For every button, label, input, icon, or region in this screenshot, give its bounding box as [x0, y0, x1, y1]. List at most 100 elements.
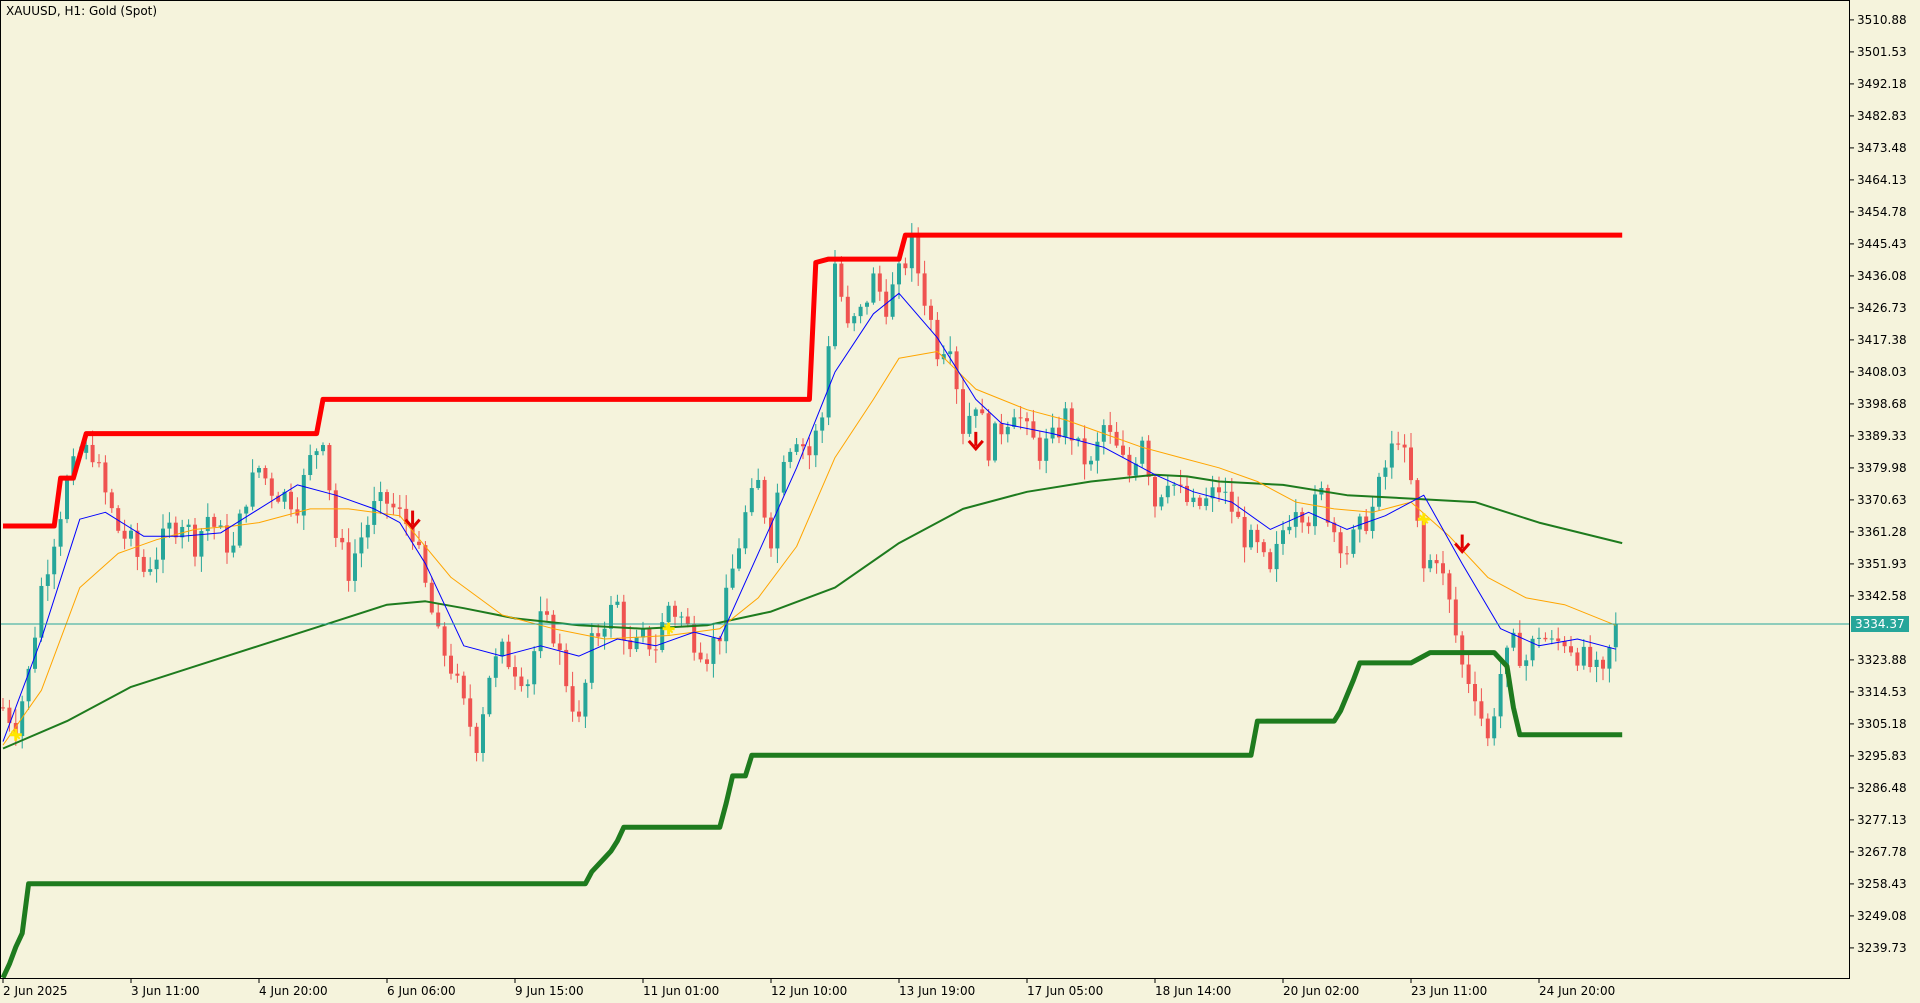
candle-body: [871, 273, 876, 303]
candle-body: [449, 655, 453, 674]
candle-body: [1492, 716, 1497, 739]
y-tick-label: 3277.13: [1857, 813, 1907, 827]
candle-body: [1460, 635, 1465, 665]
candle-body: [1370, 506, 1375, 531]
y-tick-label: 3379.98: [1857, 461, 1907, 475]
candle-body: [45, 574, 50, 586]
price-axis[interactable]: 3510.88 3501.53 3492.18 3482.83 3473.48 3464.…: [1849, 13, 1909, 955]
candle-body: [1204, 498, 1209, 506]
candle-body: [999, 423, 1004, 435]
candle-body: [1588, 646, 1593, 668]
candle-body: [583, 682, 588, 717]
time-axis[interactable]: 2 Jun 2025 3 Jun 11:00 4 Jun 20:00 6 Jun 06…: [2, 978, 1615, 998]
candle-body: [1607, 647, 1612, 669]
candle-body: [282, 491, 287, 502]
candle-body: [417, 541, 421, 546]
candle-body: [628, 640, 633, 650]
candle-body: [129, 530, 133, 539]
candle-body: [122, 530, 127, 539]
candle-body: [180, 526, 185, 538]
candle-body: [1191, 497, 1196, 503]
candle-body: [205, 516, 210, 532]
candle-body: [39, 585, 44, 638]
candle-body: [1178, 484, 1183, 486]
candle-body: [1089, 460, 1093, 465]
candle-body: [308, 455, 313, 475]
candle-body: [941, 354, 946, 360]
buy-signal-icon: [1417, 513, 1430, 526]
x-tick-label: 4 Jun 20:00: [259, 984, 328, 998]
candle-body: [1325, 487, 1330, 523]
candle-body: [1095, 441, 1100, 461]
candle-body: [1261, 542, 1266, 553]
y-tick-label: 3314.53: [1857, 685, 1907, 699]
candle-body: [801, 444, 805, 447]
y-tick-label: 3249.08: [1857, 909, 1907, 923]
candle-body: [737, 548, 741, 569]
mid-ma-line: [2, 351, 1616, 746]
candle-body: [1389, 443, 1394, 468]
candle-body: [1185, 485, 1189, 503]
candle-body: [90, 444, 95, 463]
axes-layer: [0, 0, 1850, 979]
current-price-badge: [1851, 616, 1909, 632]
candle-body: [58, 519, 63, 547]
candle-body: [109, 492, 114, 509]
candle-body: [929, 305, 933, 320]
candle-body: [372, 501, 377, 525]
x-tick-label: 20 Jun 02:00: [1283, 984, 1359, 998]
candle-body: [301, 474, 306, 516]
candle-body: [1479, 701, 1484, 719]
candle-body: [621, 601, 626, 641]
candle-body: [1063, 408, 1068, 438]
y-tick-label: 3454.78: [1857, 205, 1907, 219]
candle-body: [673, 605, 677, 617]
y-tick-label: 3351.93: [1857, 557, 1907, 571]
candle-body: [1146, 440, 1151, 477]
buy-signal-stroke: [11, 730, 21, 740]
candle-body: [1581, 646, 1586, 666]
y-tick-label: 3361.28: [1857, 525, 1907, 539]
candle-body: [1345, 553, 1349, 555]
candles-layer: [1, 223, 1618, 762]
candle-body: [1613, 624, 1618, 648]
candle-body: [807, 446, 812, 456]
candle-body: [705, 659, 709, 664]
candle-body: [1473, 684, 1477, 702]
candle-body: [474, 726, 479, 753]
candle-body: [1364, 516, 1369, 531]
candle-body: [1165, 485, 1170, 498]
y-tick-label: 3492.18: [1857, 77, 1907, 91]
candle-body: [1108, 425, 1113, 432]
candle-body: [1306, 522, 1311, 527]
candle-body: [1524, 660, 1529, 666]
candle-body: [532, 651, 537, 685]
candle-body: [1517, 632, 1522, 666]
y-tick-label: 3389.33: [1857, 429, 1907, 443]
candle-body: [455, 673, 460, 676]
x-tick-label: 17 Jun 05:00: [1027, 984, 1103, 998]
candle-body: [353, 553, 357, 581]
candle-body: [1466, 664, 1471, 685]
candle-body: [1562, 641, 1567, 647]
buy-signal-stroke: [1419, 514, 1429, 524]
candle-body: [1281, 530, 1285, 544]
candle-body: [756, 479, 761, 489]
candle-body: [1005, 426, 1010, 435]
candle-body: [647, 628, 652, 650]
candle-body: [1018, 417, 1023, 419]
candle-body: [135, 530, 140, 557]
candle-body: [20, 701, 25, 737]
candle-body: [903, 263, 908, 269]
candle-body: [513, 667, 517, 677]
candle-body: [173, 522, 178, 538]
candle-body: [698, 652, 703, 660]
candle-body: [615, 601, 620, 605]
y-tick-label: 3286.48: [1857, 781, 1907, 795]
candle-body: [1242, 516, 1247, 548]
candle-body: [1434, 560, 1439, 564]
candle-body: [1351, 529, 1356, 554]
candle-body: [346, 542, 351, 581]
